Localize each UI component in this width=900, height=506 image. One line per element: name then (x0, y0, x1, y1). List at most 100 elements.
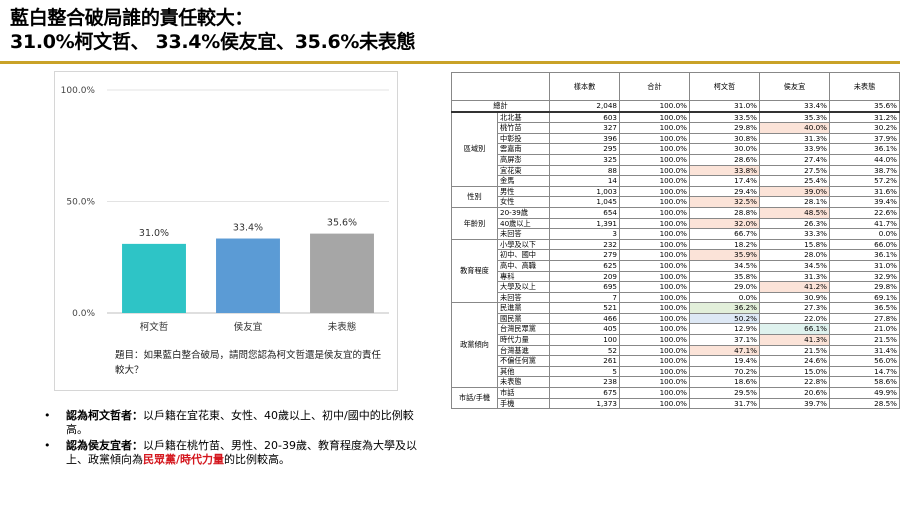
subgroup-label: 時代力量 (497, 334, 550, 346)
table-cell: 28.5% (829, 397, 900, 410)
table-cell: 100.0% (619, 302, 690, 314)
table-cell: 35.6% (829, 99, 900, 113)
finding-label: 認為柯文哲者： (66, 409, 143, 422)
table-cell: 100.0% (619, 164, 690, 177)
table-cell: 22.6% (829, 206, 900, 219)
table-cell: 100.0% (619, 249, 690, 261)
table-cell: 603 (549, 111, 620, 124)
data-label: 35.6% (327, 218, 357, 229)
table-cell: 0.0% (829, 228, 900, 240)
table-cell: 31.4% (829, 344, 900, 357)
bar (310, 233, 374, 313)
table-cell: 5 (549, 365, 620, 378)
subgroup-label: 高屏澎 (497, 153, 550, 166)
table-cell: 27.4% (759, 153, 830, 166)
table-cell: 27.8% (829, 312, 900, 325)
table-cell: 325 (549, 153, 620, 166)
table-cell: 100.0% (619, 122, 690, 134)
group-label: 區域別 (451, 111, 498, 187)
subgroup-label: 未回答 (497, 291, 550, 304)
bar-chart: 0.0% 50.0% 100.0% 31.0% 柯文哲 33.4% 侯友宜 35.6% 未表態 (61, 86, 389, 333)
subgroup-label: 金馬 (497, 175, 550, 187)
subgroup-label: 台灣民眾黨 (497, 323, 550, 336)
table-cell: 261 (549, 355, 620, 367)
table-cell: 625 (549, 259, 620, 272)
table-cell: 34.5% (689, 259, 760, 272)
subgroup-label: 中彰投 (497, 132, 550, 145)
table-row: 中彰投 396 100.0% 30.8% 31.3% 37.9% (452, 132, 900, 145)
findings-list: • 認為柯文哲者：以戶籍在宜花東、女性、40歲以上、初中/國中的比例較高。 • … (44, 409, 424, 469)
table-cell: 695 (549, 281, 620, 293)
header-cell: 合計 (619, 72, 690, 101)
table-row: 高中、高職 625 100.0% 34.5% 34.5% 31.0% (452, 259, 900, 272)
table-cell: 48.5% (759, 206, 830, 219)
subgroup-label: 北北基 (497, 111, 550, 124)
table-cell: 33.9% (759, 143, 830, 155)
table-cell: 36.5% (829, 302, 900, 314)
table-cell: 35.8% (689, 270, 760, 283)
table-cell: 100.0% (619, 387, 690, 399)
table-cell: 100.0% (619, 132, 690, 145)
table-cell: 405 (549, 323, 620, 336)
table-cell: 21.5% (759, 344, 830, 357)
table-cell: 100.0% (619, 217, 690, 230)
table-cell: 15.0% (759, 365, 830, 378)
bar (216, 238, 280, 313)
finding-body-end: 的比例較高。 (224, 453, 291, 466)
table-cell: 15.8% (759, 238, 830, 251)
data-label: 33.4% (233, 223, 263, 234)
bar-chart-panel: 0.0% 50.0% 100.0% 31.0% 柯文哲 33.4% 侯友宜 35.6% 未表態 … (54, 71, 398, 391)
title-block: 藍白整合破局誰的責任較大： 31.0%柯文哲、 33.4%侯友宜、35.6%未表… (10, 6, 416, 54)
finding-body: 以戶籍在宜花東、女性、40歲以上、初中/國中的比例較高。 (66, 409, 414, 436)
table-row: 性別 男性 1,003 100.0% 29.4% 39.0% 31.6% (451, 185, 900, 208)
finding-highlight: 民眾黨/時代力量 (143, 453, 225, 466)
table-cell: 39.0% (759, 185, 830, 198)
table-row: 未表態 238 100.0% 18.6% 22.8% 58.6% (452, 376, 900, 389)
table-cell: 21.0% (829, 323, 900, 336)
table-cell: 30.2% (829, 122, 900, 134)
table-cell: 69.1% (829, 291, 900, 304)
table-cell: 100.0% (619, 334, 690, 346)
table-cell: 31.2% (829, 111, 900, 124)
table-cell: 396 (549, 132, 620, 145)
table-cell: 27.3% (759, 302, 830, 314)
bullet-dot: • (44, 409, 51, 422)
table-cell: 28.1% (759, 196, 830, 208)
table-cell: 40.0% (759, 122, 830, 134)
header-cell: 侯友宜 (759, 72, 830, 101)
table-cell: 32.5% (689, 196, 760, 208)
table-cell: 100.0% (619, 344, 690, 357)
subgroup-label: 小學及以下 (497, 238, 550, 251)
table-cell: 33.5% (689, 111, 760, 124)
table-row: 初中、國中 279 100.0% 35.9% 28.0% 36.1% (452, 249, 900, 261)
table-cell: 100.0% (619, 355, 690, 367)
table-cell: 654 (549, 206, 620, 219)
table-cell: 41.7% (829, 217, 900, 230)
table-cell: 100.0% (619, 312, 690, 325)
subgroup-label: 宜花東 (497, 164, 550, 177)
table-cell: 28.6% (689, 153, 760, 166)
table-cell: 52 (549, 344, 620, 357)
table-cell: 33.8% (689, 164, 760, 177)
table-row: 桃竹苗 327 100.0% 29.8% 40.0% 30.2% (452, 122, 900, 134)
table-cell: 33.4% (759, 99, 830, 113)
subgroup-label: 專科 (497, 270, 550, 283)
table-cell: 100.0% (619, 281, 690, 293)
table-cell: 100.0% (619, 270, 690, 283)
table-cell: 100.0% (619, 238, 690, 251)
table-row: 區域別 北北基 603 100.0% 33.5% 35.3% 31.2% (451, 111, 900, 187)
table-cell: 28.8% (689, 206, 760, 219)
table-row: 教育程度 小學及以下 232 100.0% 18.2% 15.8% 66.0% (451, 238, 900, 304)
table-cell: 25.4% (759, 175, 830, 187)
table-cell: 20.6% (759, 387, 830, 399)
table-cell: 31.7% (689, 397, 760, 410)
table-cell: 30.8% (689, 132, 760, 145)
table-row: 市話/手機 市話 675 100.0% 29.5% 20.6% 49.9% (451, 387, 900, 410)
subgroup-label: 男性 (497, 185, 550, 198)
subgroup-label: 初中、國中 (497, 249, 550, 261)
subgroup-label: 未表態 (497, 376, 550, 389)
table-cell: 232 (549, 238, 620, 251)
table-cell: 33.3% (759, 228, 830, 240)
table-cell: 1,373 (549, 397, 620, 410)
table-row: 未回答 7 100.0% 0.0% 30.9% 69.1% (452, 291, 900, 304)
